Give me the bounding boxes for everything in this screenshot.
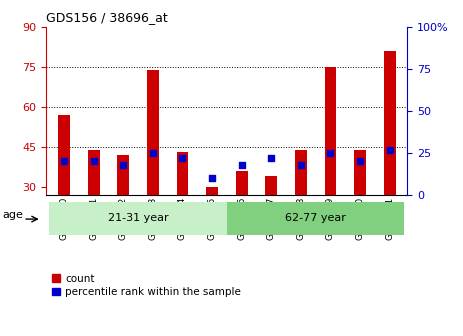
Bar (227, 202, 405, 235)
Point (179, 155, 186, 161)
Bar (88, 150, 100, 195)
Bar (206, 187, 218, 195)
Point (297, 162, 305, 167)
Bar (236, 171, 248, 195)
Point (149, 150, 156, 156)
Point (386, 147, 394, 152)
Point (119, 162, 127, 167)
Bar (117, 155, 129, 195)
Bar (325, 67, 337, 195)
Point (238, 162, 245, 167)
Text: 62-77 year: 62-77 year (285, 213, 346, 223)
Point (60, 159, 68, 164)
Point (327, 150, 334, 156)
Text: 21-31 year: 21-31 year (108, 213, 169, 223)
Point (208, 175, 216, 181)
Bar (295, 150, 307, 195)
Bar (58, 115, 70, 195)
Text: age: age (2, 210, 23, 220)
Bar (384, 51, 395, 195)
Bar (265, 176, 277, 195)
Point (357, 159, 364, 164)
Bar (354, 150, 366, 195)
Point (90, 159, 97, 164)
Bar (176, 152, 188, 195)
Legend: count, percentile rank within the sample: count, percentile rank within the sample (51, 274, 241, 297)
Text: GDS156 / 38696_at: GDS156 / 38696_at (46, 11, 168, 24)
Bar (147, 70, 159, 195)
Bar (49, 202, 227, 235)
Point (268, 155, 275, 161)
